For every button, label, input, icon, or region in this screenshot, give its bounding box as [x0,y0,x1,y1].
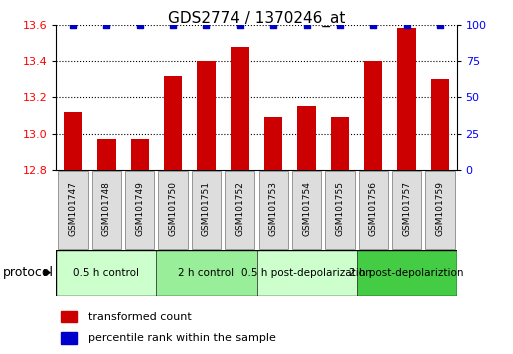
Text: GSM101751: GSM101751 [202,181,211,236]
FancyBboxPatch shape [425,171,455,249]
Text: GSM101753: GSM101753 [269,181,278,236]
Text: GSM101754: GSM101754 [302,181,311,236]
Text: 0.5 h post-depolarization: 0.5 h post-depolarization [241,268,372,278]
Point [69,22,77,28]
Text: percentile rank within the sample: percentile rank within the sample [88,333,276,343]
Text: GSM101752: GSM101752 [235,181,244,236]
Bar [431,79,449,170]
Point [302,22,310,28]
Text: protocol: protocol [3,266,53,279]
Text: GSM101755: GSM101755 [336,181,344,236]
Text: transformed count: transformed count [88,312,192,321]
Bar [331,117,349,170]
FancyBboxPatch shape [259,171,288,249]
Bar [97,139,115,170]
Point [402,22,410,28]
Text: GSM101750: GSM101750 [169,181,177,236]
Bar [264,117,282,170]
Point [235,22,244,28]
Bar [156,250,256,296]
FancyBboxPatch shape [92,171,121,249]
Bar [61,332,77,344]
Bar [56,250,156,296]
Bar [198,61,215,170]
FancyBboxPatch shape [125,171,154,249]
Point [436,22,444,28]
FancyBboxPatch shape [159,171,188,249]
Bar [64,112,82,170]
Bar [298,107,315,170]
Text: GSM101757: GSM101757 [402,181,411,236]
Point [102,22,110,28]
Bar [61,311,77,322]
Text: 2 h post-depolariztion: 2 h post-depolariztion [349,268,464,278]
Bar [364,61,382,170]
Point [169,22,177,28]
Point [202,22,210,28]
Bar [131,139,149,170]
Text: 2 h control: 2 h control [179,268,234,278]
FancyBboxPatch shape [292,171,321,249]
Text: GSM101749: GSM101749 [135,181,144,236]
Text: GSM101759: GSM101759 [436,181,444,236]
Point [336,22,344,28]
Point [135,22,144,28]
Bar [164,76,182,170]
Point [269,22,277,28]
FancyBboxPatch shape [58,171,88,249]
FancyBboxPatch shape [225,171,254,249]
Bar [398,28,416,170]
FancyBboxPatch shape [192,171,221,249]
Text: 0.5 h control: 0.5 h control [73,268,140,278]
FancyBboxPatch shape [392,171,421,249]
Bar [357,250,457,296]
Text: GSM101748: GSM101748 [102,181,111,236]
Text: GSM101747: GSM101747 [69,181,77,236]
Point [369,22,377,28]
Text: GSM101756: GSM101756 [369,181,378,236]
Bar [256,250,357,296]
Bar [231,47,249,170]
Text: GDS2774 / 1370246_at: GDS2774 / 1370246_at [168,11,345,27]
FancyBboxPatch shape [325,171,354,249]
FancyBboxPatch shape [359,171,388,249]
